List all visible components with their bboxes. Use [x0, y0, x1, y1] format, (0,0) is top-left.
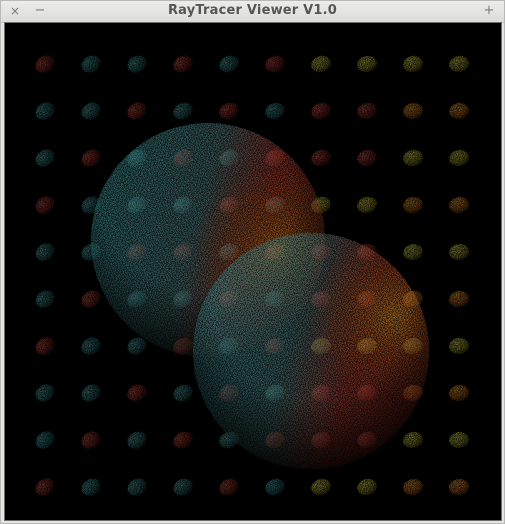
small-sphere	[357, 55, 377, 73]
small-sphere	[403, 102, 423, 120]
small-sphere	[403, 243, 423, 261]
small-sphere	[173, 55, 193, 73]
small-sphere	[35, 290, 55, 308]
small-sphere	[127, 478, 147, 496]
small-sphere	[265, 102, 285, 120]
small-sphere	[173, 384, 193, 402]
minimize-icon[interactable]: −	[34, 3, 46, 18]
small-sphere	[449, 337, 469, 355]
small-sphere	[219, 55, 239, 73]
small-sphere	[219, 478, 239, 496]
small-sphere	[449, 384, 469, 402]
small-sphere	[81, 55, 101, 73]
small-sphere	[311, 102, 331, 120]
small-sphere	[403, 431, 423, 449]
small-sphere	[357, 478, 377, 496]
large-sphere-lower	[193, 233, 429, 469]
small-sphere	[35, 243, 55, 261]
small-sphere	[357, 149, 377, 167]
small-sphere	[35, 196, 55, 214]
small-sphere	[449, 290, 469, 308]
small-sphere	[173, 478, 193, 496]
close-icon[interactable]: ×	[9, 4, 21, 18]
small-sphere	[357, 196, 377, 214]
small-sphere	[265, 55, 285, 73]
small-sphere	[311, 149, 331, 167]
small-sphere	[35, 337, 55, 355]
small-sphere	[449, 55, 469, 73]
small-sphere	[403, 196, 423, 214]
small-sphere	[81, 431, 101, 449]
title-bar[interactable]: × − RayTracer Viewer V1.0 +	[1, 1, 504, 23]
small-sphere	[449, 243, 469, 261]
small-sphere	[449, 149, 469, 167]
small-sphere	[127, 431, 147, 449]
small-sphere	[127, 337, 147, 355]
small-sphere	[81, 384, 101, 402]
small-sphere	[81, 337, 101, 355]
small-sphere	[449, 196, 469, 214]
small-sphere	[127, 384, 147, 402]
small-sphere	[173, 431, 193, 449]
small-sphere	[219, 102, 239, 120]
small-sphere	[35, 478, 55, 496]
small-sphere	[311, 478, 331, 496]
small-sphere	[81, 149, 101, 167]
maximize-icon[interactable]: +	[483, 3, 495, 18]
small-sphere	[403, 149, 423, 167]
small-sphere	[357, 102, 377, 120]
small-sphere	[173, 102, 193, 120]
small-sphere	[127, 55, 147, 73]
small-sphere	[35, 55, 55, 73]
small-sphere	[449, 478, 469, 496]
window-title: RayTracer Viewer V1.0	[167, 3, 338, 18]
small-sphere	[403, 55, 423, 73]
small-sphere	[265, 478, 285, 496]
small-sphere	[449, 102, 469, 120]
small-sphere	[35, 384, 55, 402]
small-sphere	[81, 478, 101, 496]
small-sphere	[35, 102, 55, 120]
small-sphere	[81, 290, 101, 308]
small-sphere	[35, 149, 55, 167]
small-sphere	[449, 431, 469, 449]
small-sphere	[311, 55, 331, 73]
rendered-scene	[5, 23, 501, 520]
small-sphere	[35, 431, 55, 449]
small-sphere	[127, 102, 147, 120]
small-sphere	[81, 102, 101, 120]
render-canvas	[4, 22, 502, 521]
small-sphere	[403, 478, 423, 496]
